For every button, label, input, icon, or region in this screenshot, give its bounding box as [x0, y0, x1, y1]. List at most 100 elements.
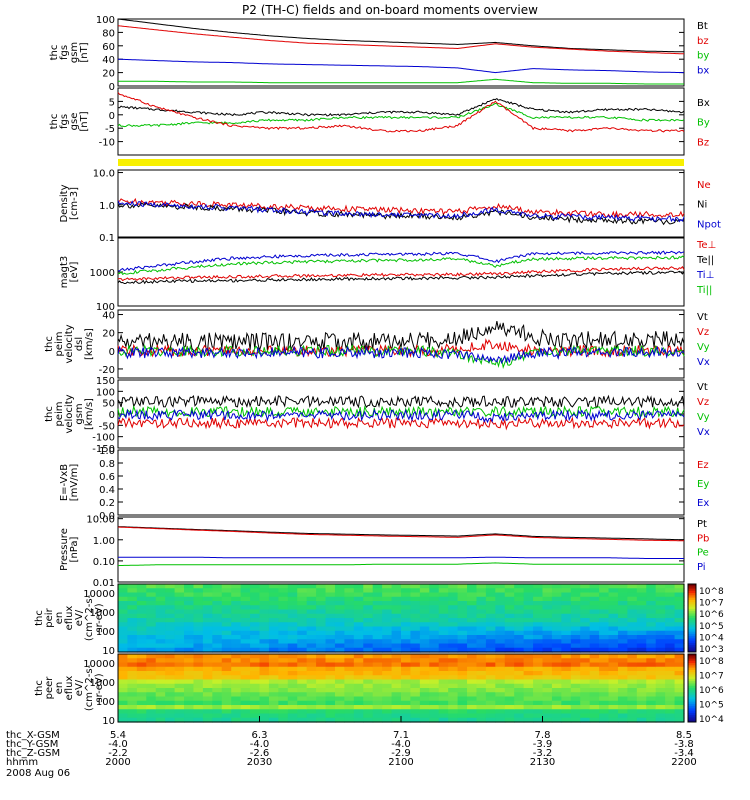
legend-entry-Pb: Pb: [697, 533, 709, 544]
spectrogram-cell: [382, 618, 393, 623]
spectrogram-cell: [334, 613, 345, 619]
spectrogram-cell: [542, 588, 553, 594]
spectrogram-cell: [561, 666, 572, 672]
spectrogram-cell: [608, 630, 619, 636]
spectrogram-cell: [589, 647, 600, 653]
spectrogram-cell: [287, 662, 298, 668]
spectrogram-cell: [551, 717, 562, 723]
y-axis-label: E=-VxB: [59, 464, 70, 501]
spectrogram-cell: [353, 601, 364, 606]
spectrogram-cell: [514, 630, 525, 636]
spectrogram-cell: [382, 709, 393, 715]
spectrogram-cell: [193, 630, 204, 636]
spectrogram-cell: [580, 683, 591, 689]
spectrogram-cell: [589, 662, 600, 668]
legend-entry-By: By: [697, 118, 710, 129]
spectrogram-cell: [674, 717, 685, 723]
spectrogram-cell: [334, 618, 345, 623]
spectrogram-cell: [542, 613, 553, 619]
spectrogram-cell: [570, 705, 581, 710]
spectrogram-cell: [184, 605, 195, 611]
spectrogram-cell: [570, 696, 581, 702]
spectrogram-cell: [221, 675, 232, 681]
spectrogram-cell: [608, 717, 619, 723]
spectrogram-cell: [231, 639, 242, 645]
spectrogram-cell: [608, 601, 619, 606]
spectrogram-cell: [268, 671, 279, 676]
spectrogram-cell: [561, 679, 572, 685]
legend-entry-Bz: Bz: [697, 137, 709, 148]
spectrogram-cell: [250, 705, 261, 710]
spectrogram-cell: [589, 618, 600, 623]
spectrogram-cell: [184, 630, 195, 636]
spectrogram-cell: [231, 584, 242, 589]
spectrogram-cell: [372, 647, 383, 653]
spectrogram-cell: [589, 654, 600, 659]
spectrogram-cell: [551, 643, 562, 649]
y-axis-label: Pressure: [59, 528, 70, 571]
spectrogram-cell: [240, 626, 251, 632]
spectrogram-cell: [551, 622, 562, 628]
spectrogram-cell: [231, 709, 242, 715]
spectrogram-cell: [287, 588, 298, 594]
spectrogram-cell: [438, 666, 449, 672]
spectrogram-cell: [495, 639, 506, 645]
spectrogram-cell: [287, 584, 298, 589]
spectrogram-cell: [353, 592, 364, 598]
spectrogram-cell: [646, 643, 657, 649]
legend-entry-Vy: Vy: [697, 412, 710, 423]
spectrogram-cell: [316, 601, 327, 606]
y-axis-label: thc: [44, 406, 55, 422]
spectrogram-cell: [617, 671, 628, 676]
spectrogram-cell: [627, 679, 638, 685]
spectrogram-cell: [231, 596, 242, 602]
spectrogram-cell: [278, 717, 289, 723]
series-line-Vt: [117, 394, 685, 409]
spectrogram-cell: [457, 613, 468, 619]
spectrogram-cell: [155, 654, 166, 659]
spectrogram-cell: [155, 643, 166, 649]
colorbar-segment: [688, 608, 696, 612]
spectrogram-cell: [504, 713, 515, 719]
spectrogram-cell: [334, 622, 345, 628]
spectrogram-cell: [372, 635, 383, 640]
spectrogram-cell: [316, 584, 327, 589]
spectrogram-cell: [118, 618, 129, 623]
spectrogram-cell: [363, 654, 374, 659]
spectrogram-cell: [382, 592, 393, 598]
spectrogram-cell: [504, 584, 515, 589]
spectrogram-cell: [231, 675, 242, 681]
spectrogram-cell: [665, 666, 676, 672]
spectrogram-cell: [570, 588, 581, 594]
spectrogram-cell: [136, 584, 147, 589]
spectrogram-cell: [231, 662, 242, 668]
spectrogram-cell: [438, 626, 449, 632]
spectrogram-cell: [542, 618, 553, 623]
spectrogram-cell: [401, 688, 412, 693]
spectrogram-cell: [316, 613, 327, 619]
spectrogram-cell: [514, 700, 525, 706]
spectrogram-cell: [287, 622, 298, 628]
spectrogram-cell: [278, 700, 289, 706]
spectrogram-cell: [306, 630, 317, 636]
spectrogram-cell: [344, 588, 355, 594]
spectrogram-cell: [363, 588, 374, 594]
spectrogram-cell: [325, 700, 336, 706]
spectrogram-cell: [212, 705, 223, 710]
spectrogram-cell: [485, 592, 496, 598]
spectrogram-cell: [476, 654, 487, 659]
y-axis-label: sr-eV): [94, 603, 105, 632]
spectrogram-cell: [523, 688, 534, 693]
spectrogram-cell: [193, 658, 204, 664]
spectrogram-cell: [363, 622, 374, 628]
spectrogram-cell: [240, 654, 251, 659]
spectrogram-cell: [646, 613, 657, 619]
spectrogram-cell: [599, 643, 610, 649]
spectrogram-cell: [297, 662, 308, 668]
spectrogram-cell: [485, 622, 496, 628]
spectrogram-cell: [457, 705, 468, 710]
spectrogram-cell: [495, 658, 506, 664]
spectrogram-cell: [127, 688, 138, 693]
spectrogram-cell: [476, 662, 487, 668]
spectrogram-cell: [316, 679, 327, 685]
